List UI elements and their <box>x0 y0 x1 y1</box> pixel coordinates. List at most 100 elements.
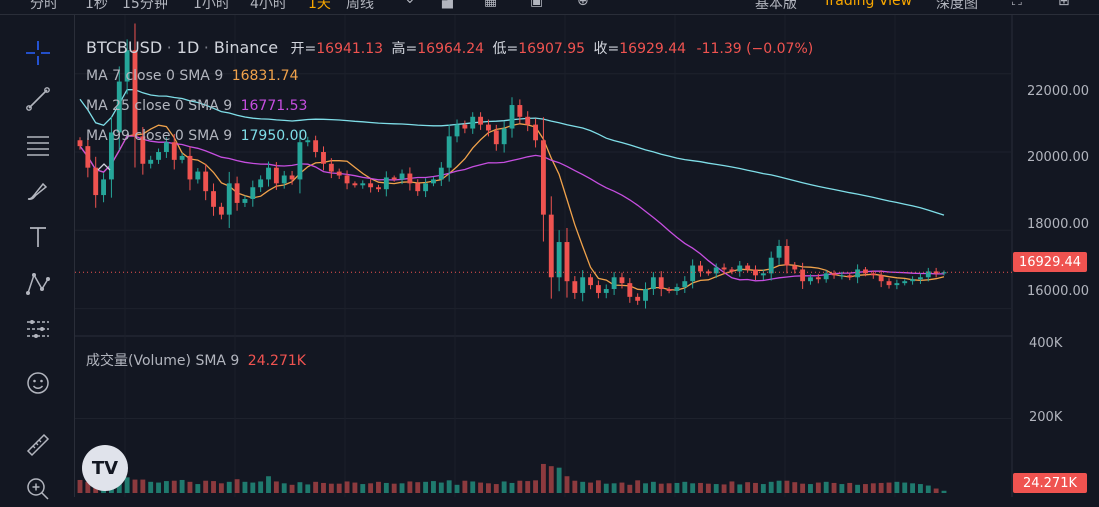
tradingview-logo[interactable]: TV <box>82 445 128 491</box>
candle-body <box>77 140 83 147</box>
interval-tab-15m[interactable]: 15分钟 <box>122 0 168 12</box>
volume-bar <box>886 482 892 493</box>
candle-body <box>266 167 271 180</box>
volume-bar <box>768 481 774 493</box>
volume-bar <box>360 484 366 493</box>
crosshair-icon[interactable] <box>18 35 58 71</box>
add-icon[interactable]: ⊕ <box>577 0 589 9</box>
grid-icon[interactable]: ⊞ <box>1058 0 1070 9</box>
ruler-icon[interactable] <box>18 427 58 463</box>
candle-body <box>863 269 868 274</box>
volume-bar <box>776 480 782 493</box>
candle-body <box>800 269 806 282</box>
candle-body <box>462 124 468 129</box>
candle-body <box>179 155 185 160</box>
candle-body <box>218 206 224 215</box>
pattern-icon[interactable] <box>18 265 58 301</box>
candle-body <box>313 140 319 153</box>
candle-body <box>470 116 476 129</box>
candle-body <box>344 175 350 184</box>
candle-body <box>368 183 374 188</box>
volume-bar <box>423 481 429 493</box>
candle-body <box>328 163 334 172</box>
candle-body <box>643 289 648 301</box>
close-value: 16929.44 <box>619 41 687 57</box>
view-tab-tradingview[interactable]: Trading View <box>823 0 913 9</box>
open-value: 16941.13 <box>316 41 384 57</box>
ma99-value: 17950.00 <box>240 128 308 144</box>
candle-body <box>211 191 216 207</box>
ma25-label: MA 25 close 0 SMA 9 <box>86 98 233 114</box>
candle-body <box>242 198 248 203</box>
candle-body <box>525 116 531 125</box>
symbol-label[interactable]: BTCBUSD <box>86 38 163 57</box>
volume-bar <box>650 481 656 493</box>
emoji-icon[interactable] <box>18 365 58 401</box>
interval-tab-4h[interactable]: 4小时 <box>250 0 287 12</box>
volume-bar <box>603 483 609 493</box>
volume-bar <box>635 480 641 493</box>
volume-bar <box>658 483 664 493</box>
view-tab-depth[interactable]: 深度图 <box>936 0 978 12</box>
candle-body <box>548 214 554 278</box>
volume-bar <box>666 483 672 493</box>
volume-bar <box>258 481 264 493</box>
chevron-down-icon[interactable]: ⌄ <box>404 0 416 7</box>
volume-bar <box>548 466 554 493</box>
volume-bar <box>902 482 908 493</box>
candle-body <box>831 273 837 276</box>
candle-body <box>611 277 617 290</box>
candle-body <box>509 105 515 129</box>
interval-tab-1d[interactable]: 1天 <box>308 0 331 12</box>
ma99-legend[interactable]: MA 99 close 0 SMA 9 17950.00 <box>86 128 307 144</box>
volume-bar <box>493 484 499 493</box>
volume-bar <box>690 483 696 493</box>
interval-tab-1s[interactable]: 1秒 <box>85 0 108 12</box>
layout-icon[interactable]: ▦ <box>484 0 498 9</box>
zoom-icon[interactable] <box>18 471 58 507</box>
collapse-legend-icon[interactable] <box>97 163 111 171</box>
candle-body <box>132 50 138 137</box>
candle-body <box>297 142 303 180</box>
snapshot-icon[interactable]: ▣ <box>530 0 544 9</box>
volume-bar <box>266 476 271 493</box>
ma7-legend[interactable]: MA 7 close 0 SMA 9 16831.74 <box>86 68 299 84</box>
volume-bar <box>383 482 389 493</box>
price-tick-20000: 20000.00 <box>1027 150 1090 165</box>
ma25-legend[interactable]: MA 25 close 0 SMA 9 16771.53 <box>86 98 307 114</box>
candle-body <box>941 272 947 274</box>
volume-bar <box>643 483 648 493</box>
forecast-icon[interactable] <box>18 311 58 347</box>
candle-body <box>902 281 908 284</box>
indicators-icon[interactable]: ▟ <box>442 0 453 9</box>
low-value: 16907.95 <box>518 41 586 57</box>
candle-body <box>289 175 295 180</box>
candle-body <box>823 273 829 280</box>
candle-body <box>572 281 578 293</box>
view-tab-basic[interactable]: 基本版 <box>755 0 797 12</box>
candle-body <box>423 183 429 192</box>
candle-body <box>595 285 601 293</box>
volume-bar <box>847 482 853 493</box>
candle-body <box>336 171 342 176</box>
volume-bar <box>195 484 201 493</box>
interval-tab-realtime[interactable]: 分时 <box>30 0 58 12</box>
volume-bar <box>533 480 538 493</box>
candle-body <box>415 183 421 192</box>
volume-bar <box>470 481 476 493</box>
volume-bar <box>328 483 334 493</box>
candle-body <box>454 124 460 137</box>
fullscreen-icon[interactable]: ⛶ <box>1012 0 1022 9</box>
volume-bar <box>391 483 397 493</box>
volume-bar <box>760 484 766 493</box>
volume-bar <box>462 480 468 493</box>
interval-tab-1h[interactable]: 1小时 <box>193 0 230 12</box>
candle-body <box>878 275 884 282</box>
fib-icon[interactable] <box>18 127 58 163</box>
text-icon[interactable] <box>18 219 58 255</box>
interval-tab-weekly[interactable]: 周线 <box>346 0 374 12</box>
volume-legend[interactable]: 成交量(Volume) SMA 9 24.271K <box>86 350 306 370</box>
trendline-icon[interactable] <box>18 81 58 117</box>
brush-icon[interactable] <box>18 173 58 209</box>
